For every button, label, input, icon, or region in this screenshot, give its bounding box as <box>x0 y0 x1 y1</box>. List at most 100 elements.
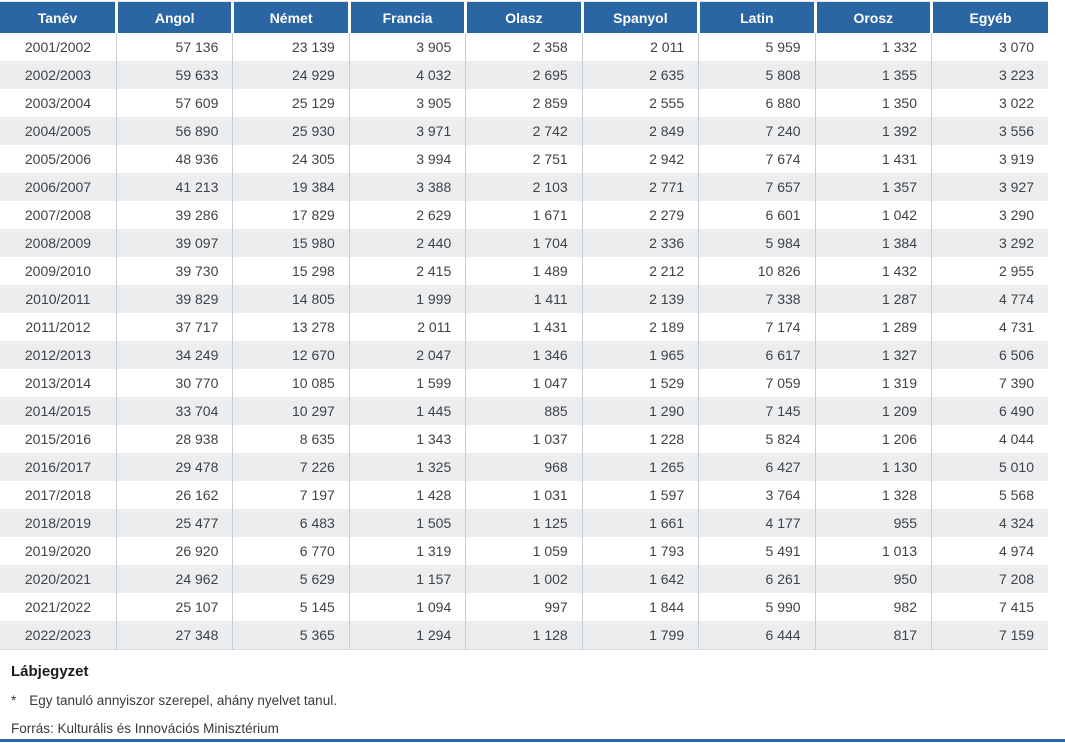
value-cell: 1 793 <box>581 537 699 565</box>
value-cell: 57 609 <box>115 89 233 117</box>
value-cell: 1 327 <box>814 341 932 369</box>
value-cell: 4 177 <box>698 509 816 537</box>
value-cell: 1 505 <box>348 509 466 537</box>
value-cell: 39 286 <box>115 201 233 229</box>
table-row: 2022/2023 27 348 5 365 1 294 1 128 1 799 6 444… <box>0 621 1048 650</box>
year-cell: 2015/2016 <box>24 431 92 447</box>
column-header: Német <box>231 1 350 33</box>
value-cell: 1 661 <box>581 509 699 537</box>
value-cell: 1 094 <box>348 593 466 621</box>
value-cell: 1 489 <box>465 257 583 285</box>
year-cell: 2009/2010 <box>24 263 92 279</box>
value-cell: 1 031 <box>465 481 583 509</box>
value-cell: 25 477 <box>115 509 233 537</box>
value-cell: 5 990 <box>698 593 816 621</box>
column-header: Angol <box>114 1 233 33</box>
value-cell: 950 <box>814 565 932 593</box>
value-cell: 7 159 <box>931 621 1048 650</box>
value-cell: 3 971 <box>348 117 466 145</box>
value-cell: 41 213 <box>115 173 233 201</box>
value-cell: 2 771 <box>581 173 699 201</box>
value-cell: 4 324 <box>931 509 1048 537</box>
value-cell: 1 328 <box>814 481 932 509</box>
value-cell: 3 994 <box>348 145 466 173</box>
value-cell: 39 829 <box>115 285 233 313</box>
value-cell: 5 824 <box>698 425 816 453</box>
value-cell: 10 085 <box>232 369 350 397</box>
value-cell: 2 440 <box>348 229 466 257</box>
value-cell: 15 980 <box>232 229 350 257</box>
value-cell: 1 431 <box>814 145 932 173</box>
value-cell: 7 415 <box>931 593 1048 621</box>
footnote-section: Lábjegyzet * Egy tanuló annyiszor szerep… <box>0 663 1065 736</box>
value-cell: 1 704 <box>465 229 583 257</box>
value-cell: 15 298 <box>232 257 350 285</box>
value-cell: 1 290 <box>581 397 699 425</box>
column-header: Francia <box>347 1 466 33</box>
year-cell: 2001/2002 <box>24 39 92 55</box>
value-cell: 59 633 <box>115 61 233 89</box>
value-cell: 2 555 <box>581 89 699 117</box>
value-cell: 1 392 <box>814 117 932 145</box>
value-cell: 10 826 <box>698 257 816 285</box>
table-row: 2009/2010 39 730 15 298 2 415 1 489 2 212 10 8… <box>0 257 1048 285</box>
year-cell: 2006/2007 <box>24 179 92 195</box>
value-cell: 1 529 <box>581 369 699 397</box>
value-cell: 1 343 <box>348 425 466 453</box>
value-cell: 6 444 <box>698 621 816 650</box>
value-cell: 3 290 <box>931 201 1048 229</box>
value-cell: 7 657 <box>698 173 816 201</box>
table-row: 2001/2002 57 136 23 139 3 905 2 358 2 011 5 95… <box>0 33 1048 61</box>
value-cell: 1 228 <box>581 425 699 453</box>
year-cell: 2020/2021 <box>24 571 92 587</box>
value-cell: 5 568 <box>931 481 1048 509</box>
value-cell: 2 358 <box>465 33 583 61</box>
value-cell: 4 044 <box>931 425 1048 453</box>
year-cell: 2021/2022 <box>24 599 92 615</box>
year-cell: 2016/2017 <box>24 459 92 475</box>
value-cell: 6 427 <box>698 453 816 481</box>
value-cell: 1 599 <box>348 369 466 397</box>
footnote-line: * Egy tanuló annyiszor szerepel, ahány n… <box>11 693 1065 708</box>
value-cell: 817 <box>814 621 932 650</box>
value-cell: 5 145 <box>232 593 350 621</box>
value-cell: 2 279 <box>581 201 699 229</box>
footnote-heading: Lábjegyzet <box>11 663 89 680</box>
value-cell: 1 209 <box>814 397 932 425</box>
table-row: 2010/2011 39 829 14 805 1 999 1 411 2 139 7 33… <box>0 285 1048 313</box>
value-cell: 6 880 <box>698 89 816 117</box>
value-cell: 2 047 <box>348 341 466 369</box>
value-cell: 6 483 <box>232 509 350 537</box>
value-cell: 1 037 <box>465 425 583 453</box>
value-cell: 4 032 <box>348 61 466 89</box>
table-row: 2005/2006 48 936 24 305 3 994 2 751 2 942 7 67… <box>0 145 1048 173</box>
value-cell: 48 936 <box>115 145 233 173</box>
value-cell: 1 130 <box>814 453 932 481</box>
value-cell: 1 319 <box>348 537 466 565</box>
value-cell: 1 125 <box>465 509 583 537</box>
value-cell: 1 799 <box>581 621 699 650</box>
value-cell: 6 601 <box>698 201 816 229</box>
value-cell: 39 730 <box>115 257 233 285</box>
value-cell: 2 011 <box>581 33 699 61</box>
value-cell: 2 742 <box>465 117 583 145</box>
value-cell: 3 905 <box>348 89 466 117</box>
table-row: 2002/2003 59 633 24 929 4 032 2 695 2 635 5 80… <box>0 61 1048 89</box>
value-cell: 1 332 <box>814 33 932 61</box>
table-header-row: Tanév Angol Német Francia Olasz Spanyol Latin O… <box>0 1 1048 33</box>
value-cell: 2 103 <box>465 173 583 201</box>
table-row: 2006/2007 41 213 19 384 3 388 2 103 2 771 7 65… <box>0 173 1048 201</box>
value-cell: 7 240 <box>698 117 816 145</box>
value-cell: 1 206 <box>814 425 932 453</box>
value-cell: 29 478 <box>115 453 233 481</box>
value-cell: 1 013 <box>814 537 932 565</box>
value-cell: 3 764 <box>698 481 816 509</box>
table-row: 2015/2016 28 938 8 635 1 343 1 037 1 228 5 824… <box>0 425 1048 453</box>
table-row: 2020/2021 24 962 5 629 1 157 1 002 1 642 6 261… <box>0 565 1048 593</box>
value-cell: 2 955 <box>931 257 1048 285</box>
value-cell: 25 930 <box>232 117 350 145</box>
value-cell: 1 844 <box>581 593 699 621</box>
value-cell: 955 <box>814 509 932 537</box>
value-cell: 25 107 <box>115 593 233 621</box>
value-cell: 4 774 <box>931 285 1048 313</box>
